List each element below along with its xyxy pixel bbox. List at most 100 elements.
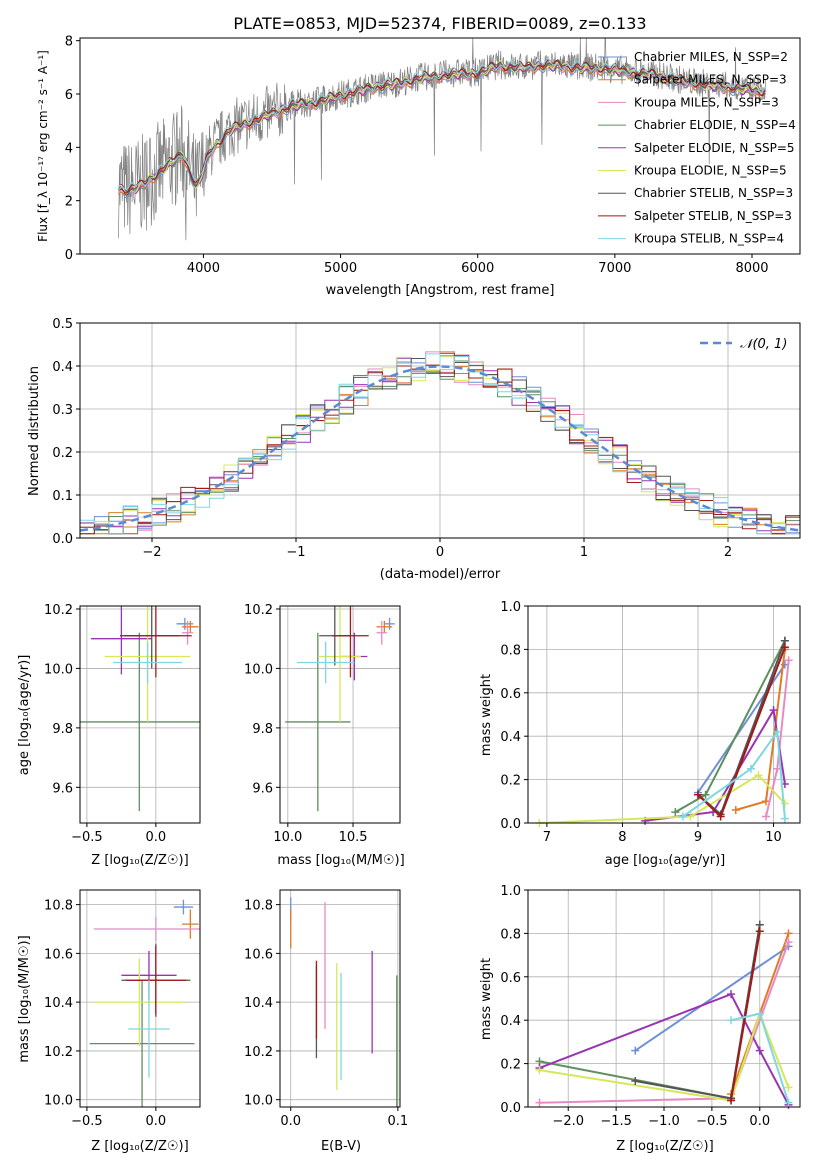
p-mE-xtick-label: 0.0 [280,1114,301,1129]
weight-marker [780,643,789,652]
weight-marker [780,799,789,808]
weight-line [539,1010,790,1102]
residual-histogram [80,353,800,535]
residuals-histograms [80,351,800,535]
p-wZ-ytick-label: 0.4 [500,1014,521,1029]
spectrum-ytick-label: 2 [65,195,73,210]
p-ageZ-xtick-label: −0.5 [71,830,103,845]
age-vs-mass-panel: 10.0 10.5 9.6 9.8 10.0 10.2 [244,603,401,845]
p-mE-xtick-label: 0.1 [388,1114,409,1129]
p-mE-frame [279,889,401,1108]
legend-label: Salpeter ELODIE, N_SSP=5 [634,141,795,155]
p-ageZ-ytick-label: 9.8 [52,722,73,737]
p-ageM-ytick-label: 9.6 [252,781,273,796]
model-spectrum [117,57,766,191]
spectrum-ticks: 4000 5000 6000 7000 8000 0 2 4 6 8 [65,35,801,276]
p-ageZ-xtick-label: 0.0 [146,830,167,845]
p-wAge-ytick-label: 0.6 [500,687,521,702]
spectrum-ylabel: Flux [f_λ 10⁻¹⁷ erg cm⁻² s⁻¹ A⁻¹] [36,50,50,242]
residuals-ytick-label: 0.2 [52,446,73,461]
model-spectrum [118,62,766,197]
spectrum-panel: PLATE=0853, MJD=52374, FIBERID=0089, z=0… [36,14,801,298]
weight-line [539,774,786,824]
weight-vs-age-ylabel: mass weight [479,674,494,756]
residuals-xtick-label: −1 [286,545,305,560]
weight-line [682,729,786,819]
normal-legend-label: 𝒩(0, 1) [740,337,787,352]
residuals-ytick-label: 0.3 [52,403,73,418]
p-wAge-ytick-label: 1.0 [500,600,521,615]
weight-marker [535,1066,544,1075]
spectrum-ytick-label: 0 [65,248,73,263]
p-ageZ-frame [79,605,201,824]
legend-label: Salpeter STELIB, N_SSP=3 [634,209,792,223]
weight-marker [769,706,778,715]
mass-vs-Z-ylabel: mass [log₁₀(M/M☉)] [17,935,32,1062]
p-mZ-frame [79,889,201,1108]
weight-marker [701,790,710,799]
spectrum-title: PLATE=0853, MJD=52374, FIBERID=0089, z=0… [233,14,646,33]
mass-vs-ebv-panel: 0.0 0.1 10.0 10.2 10.4 10.6 10.8 [244,889,409,1129]
residuals-ylabel: Normed distribution [27,366,42,496]
spectrum-xtick-label: 6000 [461,261,494,276]
weight-line [539,992,790,1106]
weight-line [644,707,786,822]
p-wZ-ytick-label: 1.0 [500,884,521,899]
weight-vs-age-xlabel: age [log₁₀(age/yr)] [605,853,726,868]
spectrum-legend: Chabrier MILES, N_SSP=2 Salpeter MILES, N… [598,50,796,246]
p-ageZ-ytick-label: 9.6 [52,781,73,796]
weight-marker [762,812,770,821]
mass-vs-Z-xlabel: Z [log₁₀(Z/Z☉)] [91,1139,188,1154]
residuals-xtick-label: 0 [436,545,444,560]
normal-curve [79,365,801,532]
p-wAge-ytick-label: 0.8 [500,643,521,658]
p-wZ-ytick-label: 0.6 [500,971,521,986]
p-ageM-ytick-label: 10.2 [244,603,273,618]
weight-line [730,931,761,1101]
p-wAge-xtick-label: 8 [618,830,626,845]
p-mZ-ytick-label: 10.4 [44,996,73,1011]
mass-vs-Z-panel: −0.5 0.0 10.0 10.2 10.4 10.6 10.8 [44,889,201,1129]
weight-marker [784,938,793,947]
weight-marker [755,1009,764,1018]
weight-marker [755,927,764,936]
p-mE-ytick-label: 10.8 [244,899,273,914]
weight-marker [754,771,763,780]
weight-marker [780,814,789,823]
p-mZ-ytick-label: 10.6 [44,947,73,962]
weight-marker [671,808,680,817]
mass-vs-ebv-xlabel: E(B-V) [321,1139,361,1154]
weight-marker [727,990,736,999]
spectrum-ytick-label: 4 [65,141,73,156]
p-wZ-ytick-label: 0.2 [500,1058,521,1073]
residuals-xtick-label: 1 [580,545,588,560]
weight-marker [727,1016,736,1025]
p-wZ-ytick-label: 0.8 [500,927,521,942]
weight-marker [686,812,695,821]
spectrum-lines [117,37,767,241]
age-vs-Z-ylabel: age [log₁₀(age/yr)] [17,655,32,776]
spectrum-xtick-label: 5000 [324,261,357,276]
residuals-ytick-label: 0.4 [52,360,73,375]
weight-marker [716,812,725,821]
legend-label: Chabrier MILES, N_SSP=2 [634,50,788,64]
p-ageM-frame [279,605,401,824]
weight-marker [535,1098,544,1107]
p-wZ-xtick-label: −1.5 [600,1114,632,1129]
spectrum-xtick-label: 7000 [598,261,631,276]
p-wZ-frame [527,889,801,1108]
p-wZ-ytick-label: 0.0 [500,1101,521,1116]
spectrum-frame [79,37,801,255]
legend-label: Kroupa MILES, N_SSP=3 [634,95,779,109]
p-mE-ytick-label: 10.0 [244,1094,273,1109]
weight-line [634,945,790,1052]
legend-label: Chabrier ELODIE, N_SSP=4 [634,118,796,132]
p-mE-ytick-label: 10.4 [244,996,273,1011]
weight-line [539,924,761,1100]
p-wAge-xtick-label: 9 [694,830,702,845]
residuals-panel: −2 −1 0 1 2 0.0 0.1 0.2 0.3 0.4 0.5 𝒩(0, 1) (data-… [27,317,801,582]
p-wAge-xtick-label: 7 [543,830,551,845]
p-wAge-frame [527,605,801,824]
p-mZ-ytick-label: 10.0 [44,1094,73,1109]
p-wZ-xtick-label: 0.0 [749,1114,770,1129]
